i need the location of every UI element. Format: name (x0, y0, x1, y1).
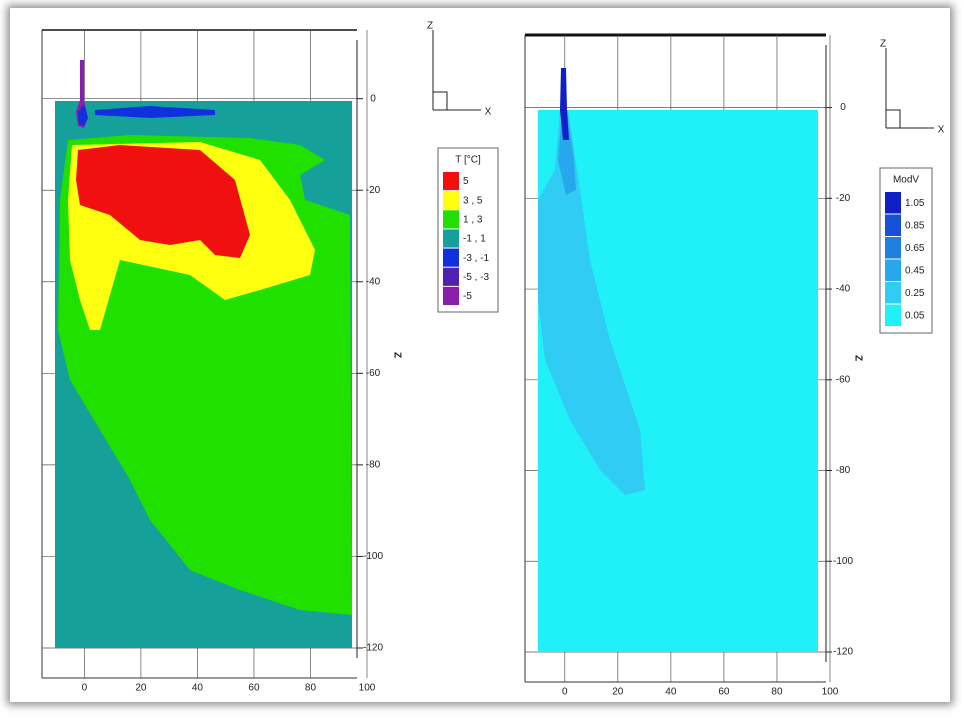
x-tick-label: 100 (822, 687, 839, 698)
triad-label: X (938, 125, 945, 136)
legend-swatch (443, 229, 459, 248)
contour-region (538, 110, 645, 495)
y-tick-label: -80 (836, 465, 851, 476)
legend-label: -1 , 1 (463, 234, 486, 245)
y-tick-label: -40 (836, 284, 851, 295)
legend-label: 0.25 (905, 288, 925, 299)
legend-label: -3 , -1 (463, 253, 490, 264)
y-tick-label: -80 (366, 460, 381, 471)
legend-swatch (443, 267, 459, 286)
triad-box (886, 109, 901, 128)
legend-label: 0.45 (905, 265, 925, 276)
x-tick-label: 60 (718, 687, 730, 698)
legend-label: 1 , 3 (463, 214, 483, 225)
legend-label: 0.65 (905, 243, 925, 254)
triad-box (433, 91, 448, 110)
x-tick-label: 60 (248, 683, 260, 694)
triad-label: Z (880, 39, 886, 50)
x-tick-label: 40 (665, 687, 677, 698)
y-axis-label: Z (391, 352, 402, 358)
y-tick-label: -100 (833, 556, 853, 567)
legend-swatch (885, 259, 901, 281)
x-tick-label: 0 (562, 687, 568, 698)
y-tick-label: -20 (366, 185, 381, 196)
triad-label: X (485, 107, 492, 118)
legend-label: -5 (463, 291, 472, 302)
y-tick-label: -60 (366, 368, 381, 379)
x-tick-label: 100 (359, 683, 376, 694)
y-tick-label: -100 (363, 551, 383, 562)
x-tick-label: 0 (82, 683, 88, 694)
x-tick-label: 40 (192, 683, 204, 694)
legend-title: ModV (893, 175, 919, 186)
legend-label: 1.05 (905, 198, 925, 209)
legend-label: 5 (463, 176, 469, 187)
y-tick-label: -20 (836, 193, 851, 204)
legend-swatch (885, 214, 901, 236)
legend-swatch (885, 237, 901, 259)
y-tick-label: -40 (366, 276, 381, 287)
contour-region (76, 145, 250, 258)
triad-label: Z (427, 21, 433, 32)
x-tick-label: 20 (135, 683, 147, 694)
legend-swatch (885, 282, 901, 304)
y-tick-label: -120 (363, 643, 383, 654)
legend-label: -5 , -3 (463, 272, 490, 283)
contour-region (78, 104, 88, 126)
contour-region (95, 106, 215, 118)
legend-swatch (885, 192, 901, 214)
y-tick-label: -60 (836, 374, 851, 385)
legend-label: 0.05 (905, 310, 925, 321)
legend-swatch (443, 210, 459, 229)
y-tick-label: -120 (833, 647, 853, 658)
legend-swatch (443, 286, 459, 305)
x-tick-label: 80 (305, 683, 317, 694)
legend-swatch (443, 191, 459, 210)
x-tick-label: 80 (771, 687, 783, 698)
legend-title: T [°C] (455, 155, 481, 166)
contour-region (560, 68, 569, 140)
legend-label: 0.85 (905, 220, 925, 231)
y-tick-label: 0 (840, 102, 846, 113)
y-tick-label: 0 (370, 93, 376, 104)
y-axis-label: Z (852, 355, 863, 361)
legend-swatch (885, 304, 901, 326)
x-tick-label: 20 (612, 687, 624, 698)
legend-swatch (443, 172, 459, 191)
legend-label: 3 , 5 (463, 195, 483, 206)
legend-swatch (443, 248, 459, 267)
